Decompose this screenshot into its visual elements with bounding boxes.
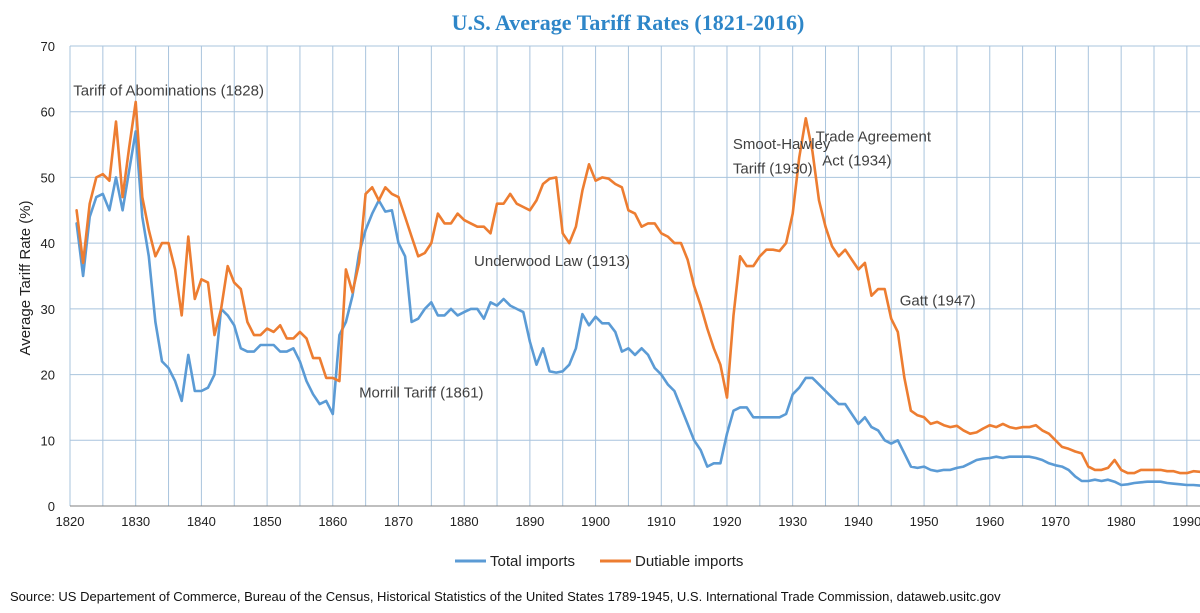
y-tick-label: 40	[41, 236, 55, 251]
annotation-label: Gatt (1947)	[900, 293, 976, 310]
source-note: Source: US Departement of Commerce, Bure…	[10, 589, 1001, 604]
x-tick-label: 1870	[384, 514, 413, 529]
x-tick-label: 1860	[318, 514, 347, 529]
legend: Total imports Dutiable imports	[455, 553, 743, 570]
x-tick-label: 1990	[1172, 514, 1200, 529]
legend-label-dutiable: Dutiable imports	[635, 553, 743, 570]
y-tick-label: 10	[41, 433, 55, 448]
y-tick-label: 60	[41, 105, 55, 120]
y-tick-label: 20	[41, 368, 55, 383]
x-tick-label: 1940	[844, 514, 873, 529]
series-line-total-imports	[75, 130, 1200, 487]
y-tick-label: 0	[48, 499, 55, 514]
x-tick-label: 1950	[910, 514, 939, 529]
x-tick-label: 1960	[975, 514, 1004, 529]
chart-title: U.S. Average Tariff Rates (1821-2016)	[452, 10, 805, 35]
y-tick-label: 30	[41, 302, 55, 317]
x-tick-label: 1830	[121, 514, 150, 529]
x-tick-label: 1920	[713, 514, 742, 529]
x-tick-label: 1850	[253, 514, 282, 529]
x-tick-label: 1980	[1107, 514, 1136, 529]
annotations: Tariff of Abominations (1828) Smoot-Hawle…	[73, 82, 975, 401]
x-tick-label: 1890	[515, 514, 544, 529]
x-tick-label: 1840	[187, 514, 216, 529]
y-tick-label: 50	[41, 170, 55, 185]
legend-label-total: Total imports	[490, 553, 575, 570]
x-tick-label: 1880	[450, 514, 479, 529]
annotation-label: Trade Agreement	[816, 128, 932, 145]
annotation-label: Tariff of Abominations (1828)	[73, 82, 264, 99]
annotation-label: Act (1934)	[822, 153, 891, 170]
annotation-label: Tariff (1930)	[733, 160, 813, 177]
y-axis-title: Average Tariff Rate (%)	[17, 200, 34, 355]
x-tick-label: 1930	[778, 514, 807, 529]
y-tick-label: 70	[41, 39, 55, 54]
grid	[69, 45, 1200, 507]
annotation-label: Smoot-Hawley	[733, 136, 831, 153]
annotation-label: Morrill Tariff (1861)	[359, 385, 483, 402]
annotation-label: Underwood Law (1913)	[474, 253, 630, 270]
x-tick-label: 1910	[647, 514, 676, 529]
x-tick-label: 1820	[56, 514, 85, 529]
axes: 0 10 20 30 40 50 60 70 1820 1830 1840 1850 1860 1870 1…	[41, 39, 1200, 529]
series-lines	[75, 100, 1200, 487]
x-tick-label: 1900	[581, 514, 610, 529]
series-line-dutiable-imports	[75, 100, 1200, 475]
x-tick-label: 1970	[1041, 514, 1070, 529]
